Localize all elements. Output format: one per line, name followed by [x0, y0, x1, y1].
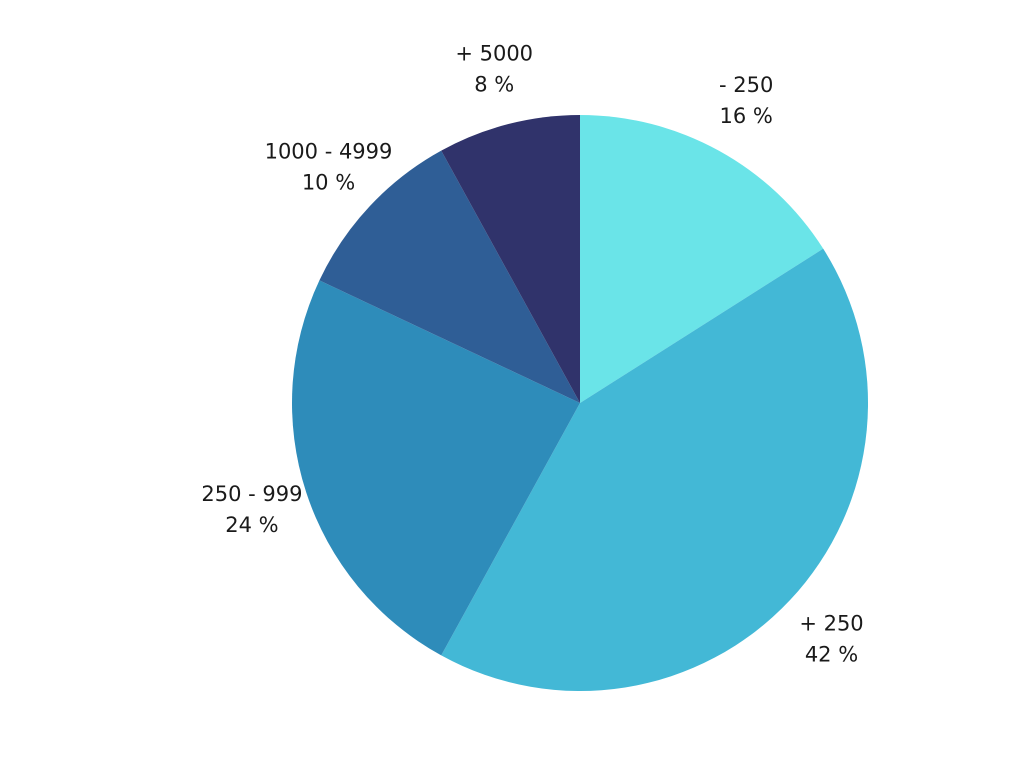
slice-percent-label-2: 24 %	[225, 513, 278, 537]
slice-percent-label-1: 42 %	[805, 643, 858, 667]
pie-labels: - 250 16 % + 250 42 % 250 - 999 24 % 1000 - 49…	[201, 41, 863, 666]
pie-slices	[291, 115, 869, 692]
slice-label-1: + 250	[799, 612, 863, 636]
slice-percent-label-3: 10 %	[302, 170, 355, 194]
slice-label-0: - 250	[719, 73, 773, 97]
slice-label-group-0: - 250 16 %	[719, 73, 773, 128]
pie-slice-0	[580, 115, 824, 403]
slice-label-group-3: 1000 - 4999 10 %	[265, 139, 393, 194]
slice-label-4: + 5000	[455, 41, 533, 65]
pie-slice-3	[319, 150, 580, 403]
slice-percent-label-0: 16 %	[720, 104, 773, 128]
slice-label-3: 1000 - 4999	[265, 139, 393, 163]
slice-label-2: 250 - 999	[201, 482, 302, 506]
slice-label-group-4: + 5000 8 %	[455, 41, 533, 96]
slice-percent-label-4: 8 %	[474, 72, 514, 96]
slice-label-group-2: 250 - 999 24 %	[201, 482, 302, 537]
pie-slice-1	[441, 248, 869, 692]
pie-slice-4	[441, 115, 580, 403]
pie-slice-2	[291, 280, 580, 656]
slice-label-group-1: + 250 42 %	[799, 612, 863, 667]
